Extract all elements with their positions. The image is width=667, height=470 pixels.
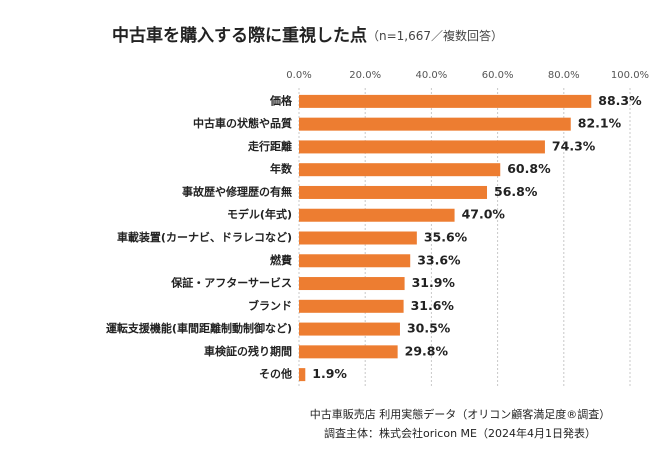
x-tick-label: 0.0% [286, 70, 311, 81]
value-label: 88.3% [598, 93, 642, 108]
x-tick-label: 80.0% [548, 70, 580, 81]
value-label: 33.6% [417, 252, 461, 267]
y-tick-label: ブランド [248, 298, 292, 312]
value-label: 82.1% [578, 116, 622, 131]
bar [299, 368, 306, 382]
value-label: 47.0% [462, 207, 506, 222]
y-tick-label: 年数 [270, 162, 293, 176]
y-tick-label: 価格 [269, 93, 293, 107]
y-tick-label: その他 [259, 367, 292, 381]
y-tick-label: 中古車の状態や品質 [193, 116, 292, 130]
x-tick-label: 40.0% [416, 70, 448, 81]
y-tick-label: 走行距離 [247, 139, 292, 153]
bar [299, 208, 455, 222]
value-label: 29.8% [405, 343, 449, 358]
value-label: 30.5% [407, 321, 451, 336]
x-tick-label: 60.0% [482, 70, 514, 81]
bar [299, 254, 411, 268]
y-tick-label: 運転支援機能(車間距離制動制御など) [106, 321, 292, 335]
bar [299, 185, 488, 199]
value-label: 31.6% [411, 298, 455, 313]
bar [299, 94, 592, 108]
y-tick-label: 燃費 [269, 253, 292, 267]
chart-heading: 中古車を購入する際に重視した点（n=1,667／複数回答） [112, 25, 503, 46]
bar [299, 277, 405, 291]
bar [299, 140, 545, 154]
value-label: 35.6% [424, 230, 468, 245]
value-label: 60.8% [507, 161, 551, 176]
source-line: 調査主体：株式会社oricon ME（2024年4月1日発表） [324, 426, 596, 440]
y-tick-label: 車載装置(カーナビ、ドラレコなど) [117, 230, 292, 244]
y-tick-label: モデル(年式) [227, 207, 292, 221]
chart-subtitle: （n=1,667／複数回答） [367, 28, 503, 43]
bar [299, 117, 571, 131]
y-tick-label: 事故歴や修理歴の有無 [182, 184, 292, 198]
value-label: 74.3% [552, 138, 596, 153]
value-label: 1.9% [312, 366, 347, 381]
bar [299, 299, 404, 313]
x-tick-label: 20.0% [349, 70, 381, 81]
bar [299, 231, 417, 245]
value-label: 31.9% [412, 275, 456, 290]
x-tick-label: 100.0% [611, 70, 649, 81]
bar [299, 345, 398, 359]
chart-title: 中古車を購入する際に重視した点 [112, 25, 367, 46]
bar [299, 163, 501, 177]
bar [299, 322, 400, 336]
y-tick-label: 車検証の残り期間 [204, 344, 292, 358]
value-label: 56.8% [494, 184, 538, 199]
y-tick-label: 保証・アフターサービス [170, 276, 292, 290]
source-line: 中古車販売店 利用実態データ（オリコン顧客満足度®調査） [310, 407, 611, 421]
